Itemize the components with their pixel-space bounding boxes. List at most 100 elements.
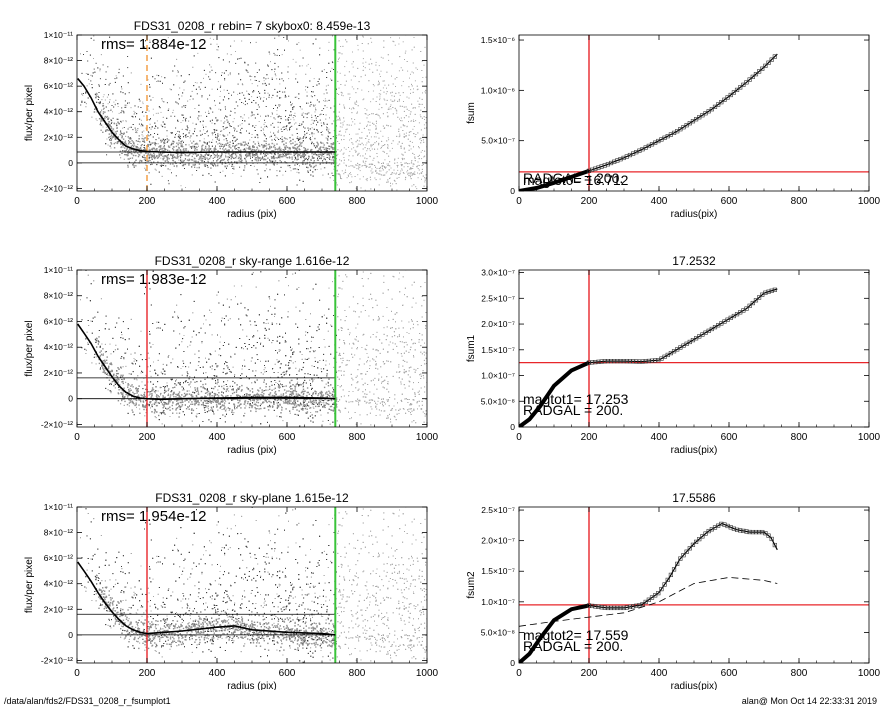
scatter-point <box>368 91 370 93</box>
band-point <box>109 135 111 138</box>
scatter-point <box>258 69 260 71</box>
scatter-point <box>230 110 231 112</box>
scatter-point <box>211 122 213 124</box>
scatter-point <box>372 90 374 92</box>
scatter-point <box>241 40 243 42</box>
scatter-point <box>141 134 143 136</box>
scatter-point <box>265 84 267 86</box>
scatter-point <box>390 99 392 101</box>
scatter-point <box>193 85 195 87</box>
scatter-point <box>149 123 151 125</box>
scatter-point <box>217 81 219 83</box>
scatter-point <box>230 13 231 14</box>
band-point <box>181 161 184 163</box>
scatter-point <box>421 171 423 173</box>
scatter-point <box>171 132 173 134</box>
scatter-point <box>411 161 413 163</box>
band-point <box>201 159 204 162</box>
scatter-point <box>120 91 122 93</box>
scatter-point <box>87 73 89 75</box>
scatter-point <box>232 142 234 144</box>
band-point <box>296 143 298 145</box>
scatter-point <box>416 165 418 167</box>
scatter-point <box>138 135 140 137</box>
scatter-point <box>385 166 387 168</box>
scatter-point <box>177 103 179 105</box>
band-point <box>102 112 105 115</box>
scatter-point <box>306 132 308 134</box>
scatter-point <box>351 86 353 88</box>
scatter-point <box>156 74 158 76</box>
scatter-point <box>381 145 383 147</box>
scatter-point <box>310 159 312 161</box>
scatter-point <box>277 107 278 109</box>
band-point <box>138 148 140 150</box>
scatter-point <box>413 154 415 155</box>
band-point <box>110 135 113 137</box>
scatter-point <box>202 124 204 126</box>
scatter-point <box>240 129 241 131</box>
scatter-point <box>285 115 286 117</box>
band-point <box>272 150 275 152</box>
scatter-point <box>260 157 262 159</box>
scatter-point <box>240 156 242 158</box>
band-point <box>247 155 249 157</box>
scatter-point <box>299 106 301 107</box>
scatter-point <box>237 149 239 150</box>
band-point <box>167 154 169 157</box>
scatter-point <box>355 141 357 143</box>
band-point <box>252 145 254 147</box>
band-point <box>224 148 227 150</box>
scatter-point <box>212 157 214 159</box>
scatter-point <box>266 126 268 128</box>
scatter-point <box>233 118 235 120</box>
scatter-point <box>219 171 221 173</box>
scatter-point <box>215 141 217 143</box>
scatter-point <box>404 179 406 181</box>
scatter-point <box>329 177 331 179</box>
scatter-point <box>271 113 273 115</box>
band-point <box>279 159 281 162</box>
scatter-point <box>387 147 388 149</box>
band-point <box>254 158 256 161</box>
scatter-point <box>388 163 389 165</box>
scatter-point <box>362 50 364 52</box>
scatter-point <box>88 29 89 30</box>
scatter-point <box>141 155 143 157</box>
scatter-point <box>121 88 123 90</box>
scatter-point <box>96 6 97 7</box>
scatter-point <box>404 59 405 60</box>
scatter-point <box>370 136 372 138</box>
scatter-point <box>286 153 288 155</box>
scatter-point <box>310 139 312 141</box>
band-point <box>291 158 293 160</box>
scatter-point <box>300 138 302 140</box>
scatter-point <box>281 78 283 80</box>
scatter-point <box>383 91 385 93</box>
scatter-point <box>134 105 136 107</box>
band-point <box>236 162 238 164</box>
scatter-point <box>219 96 221 97</box>
scatter-point <box>122 120 124 122</box>
scatter-point <box>93 111 95 113</box>
scatter-point <box>264 89 266 91</box>
plot-area <box>77 6 427 191</box>
scatter-point <box>306 65 308 67</box>
scatter-point <box>302 57 304 59</box>
scatter-point <box>273 117 275 119</box>
scatter-point <box>189 116 191 118</box>
scatter-point <box>346 177 348 179</box>
band-point <box>280 156 283 158</box>
scatter-point <box>204 142 206 144</box>
scatter-point <box>372 98 374 100</box>
scatter-point <box>379 173 381 175</box>
band-point <box>235 155 238 157</box>
scatter-point <box>361 43 363 44</box>
scatter-point <box>393 100 395 102</box>
scatter-point <box>301 123 303 125</box>
scatter-point <box>393 169 395 171</box>
scatter-point <box>232 173 234 174</box>
scatter-point <box>378 173 380 175</box>
band-point <box>201 160 203 163</box>
band-point <box>299 152 302 155</box>
